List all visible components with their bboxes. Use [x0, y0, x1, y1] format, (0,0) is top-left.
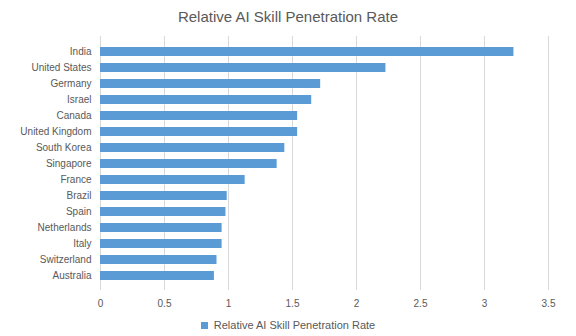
svg-text:United States: United States	[31, 62, 91, 73]
svg-text:India: India	[70, 46, 92, 57]
svg-text:3.5: 3.5	[542, 298, 556, 309]
svg-text:0: 0	[98, 298, 104, 309]
svg-text:Brazil: Brazil	[66, 190, 91, 201]
svg-text:Switzerland: Switzerland	[40, 254, 92, 265]
svg-text:1.5: 1.5	[286, 298, 300, 309]
svg-text:2: 2	[354, 298, 360, 309]
svg-text:United Kingdom: United Kingdom	[20, 126, 91, 137]
svg-text:Canada: Canada	[56, 110, 91, 121]
svg-text:Germany: Germany	[50, 78, 91, 89]
svg-text:Spain: Spain	[66, 206, 92, 217]
svg-text:0.5: 0.5	[158, 298, 172, 309]
svg-text:France: France	[60, 174, 92, 185]
svg-text:Israel: Israel	[67, 94, 91, 105]
svg-text:3: 3	[482, 298, 488, 309]
svg-text:South Korea: South Korea	[36, 142, 92, 153]
svg-text:Singapore: Singapore	[46, 158, 92, 169]
svg-text:Netherlands: Netherlands	[38, 222, 92, 233]
html-text:Relative AI Skill Penetration: Relative AI Skill Penetration Rate	[177, 8, 399, 25]
html-text:Relative AI Skill Penetration: Relative AI Skill Penetration Rate	[213, 319, 376, 331]
svg-text:1: 1	[226, 298, 232, 309]
svg-text:Italy: Italy	[73, 238, 91, 249]
svg-text:2.5: 2.5	[414, 298, 428, 309]
svg-text:Australia: Australia	[53, 270, 92, 281]
